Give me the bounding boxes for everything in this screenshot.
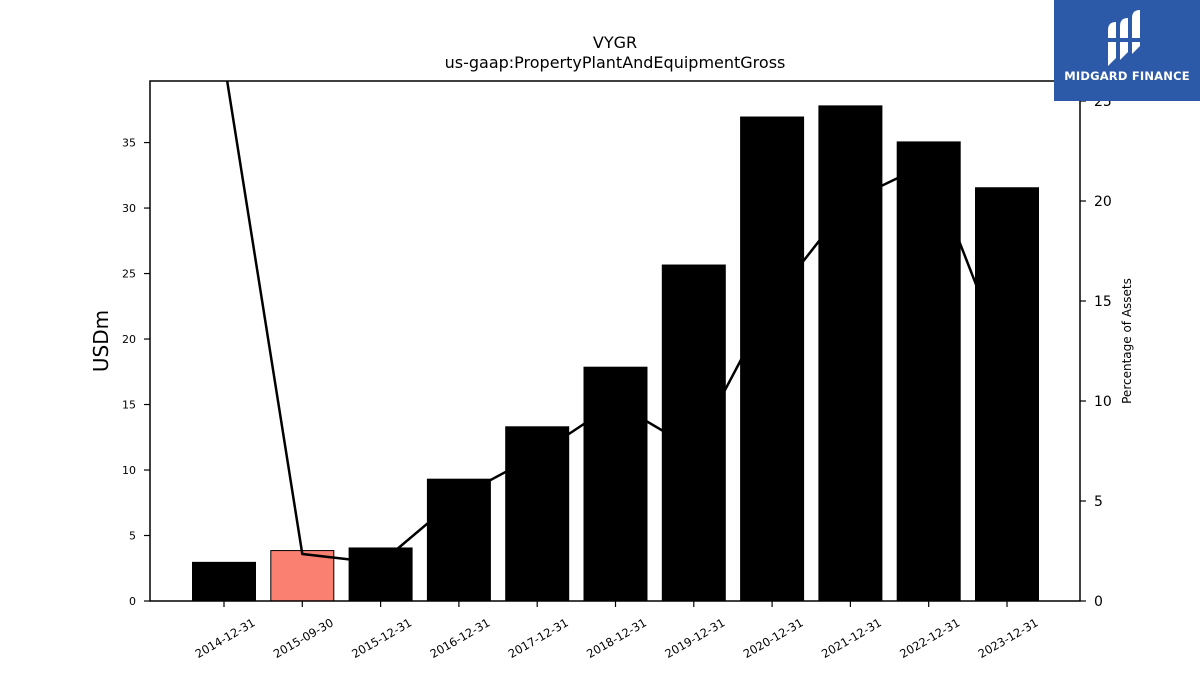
bar-2017-12-31 — [505, 426, 570, 602]
y2-tick-label: 5 — [1094, 494, 1103, 510]
y2-tick-label: 15 — [1094, 294, 1112, 310]
y-tick-label: 35 — [122, 137, 136, 150]
y-axis-label: USDm — [89, 310, 113, 372]
midgard-logo-icon — [1106, 10, 1144, 66]
bar-2019-12-31 — [661, 264, 726, 602]
x-tick-label: 2017-12-31 — [506, 615, 571, 661]
bar-2016-12-31 — [426, 478, 491, 602]
bar-2015-09-30 — [270, 550, 335, 602]
x-tick-label: 2015-09-30 — [271, 615, 336, 661]
y-tick-label: 30 — [122, 202, 136, 215]
bar-2018-12-31 — [583, 366, 648, 602]
x-tick-label: 2021-12-31 — [819, 615, 884, 661]
y-tick-label: 10 — [122, 464, 136, 477]
x-tick-label: 2015-12-31 — [349, 615, 414, 661]
x-tick-label: 2023-12-31 — [976, 615, 1041, 661]
y-tick-label: 0 — [129, 595, 136, 608]
x-tick-label: 2020-12-31 — [741, 615, 806, 661]
x-tick-label: 2019-12-31 — [662, 615, 727, 661]
y2-tick-label: 20 — [1094, 194, 1112, 210]
y-tick-label: 25 — [122, 268, 136, 281]
bar-2020-12-31 — [740, 116, 805, 602]
y2-tick-label: 10 — [1094, 394, 1112, 410]
bar-2021-12-31 — [818, 105, 883, 602]
x-tick-label: 2022-12-31 — [897, 615, 962, 661]
bar-2022-12-31 — [896, 141, 961, 602]
chart-title: VYGR — [593, 33, 637, 52]
brand-logo: MIDGARD FINANCE — [1054, 0, 1200, 101]
y-tick-label: 5 — [129, 530, 136, 543]
y2-axis-label: Percentage of Assets — [1120, 278, 1134, 404]
x-tick-label: 2018-12-31 — [584, 615, 649, 661]
bar-2023-12-31 — [975, 187, 1039, 602]
chart-subtitle: us-gaap:PropertyPlantAndEquipmentGross — [445, 53, 786, 72]
bar-2015-12-31 — [348, 547, 413, 602]
y-tick-label: 15 — [122, 399, 136, 412]
y2-tick-label: 0 — [1094, 594, 1103, 610]
y-tick-label: 20 — [122, 333, 136, 346]
x-tick-label: 2016-12-31 — [428, 615, 493, 661]
bar-2014-12-31 — [192, 561, 256, 602]
x-tick-label: 2014-12-31 — [193, 615, 258, 661]
brand-name: MIDGARD FINANCE — [1064, 69, 1190, 83]
percentage-line — [225, 81, 1009, 565]
